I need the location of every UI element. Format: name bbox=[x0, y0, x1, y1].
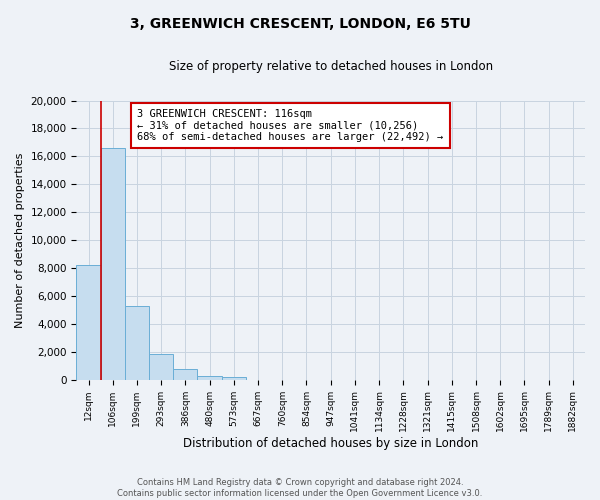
Bar bbox=[173, 369, 197, 380]
Bar bbox=[197, 376, 222, 380]
Text: 3, GREENWICH CRESCENT, LONDON, E6 5TU: 3, GREENWICH CRESCENT, LONDON, E6 5TU bbox=[130, 18, 470, 32]
Bar bbox=[76, 265, 101, 380]
Title: Size of property relative to detached houses in London: Size of property relative to detached ho… bbox=[169, 60, 493, 73]
Y-axis label: Number of detached properties: Number of detached properties bbox=[15, 152, 25, 328]
Bar bbox=[149, 354, 173, 380]
Bar bbox=[125, 306, 149, 380]
X-axis label: Distribution of detached houses by size in London: Distribution of detached houses by size … bbox=[183, 437, 478, 450]
Bar bbox=[222, 377, 246, 380]
Text: Contains HM Land Registry data © Crown copyright and database right 2024.
Contai: Contains HM Land Registry data © Crown c… bbox=[118, 478, 482, 498]
Text: 3 GREENWICH CRESCENT: 116sqm
← 31% of detached houses are smaller (10,256)
68% o: 3 GREENWICH CRESCENT: 116sqm ← 31% of de… bbox=[137, 109, 443, 142]
Bar bbox=[101, 148, 125, 380]
